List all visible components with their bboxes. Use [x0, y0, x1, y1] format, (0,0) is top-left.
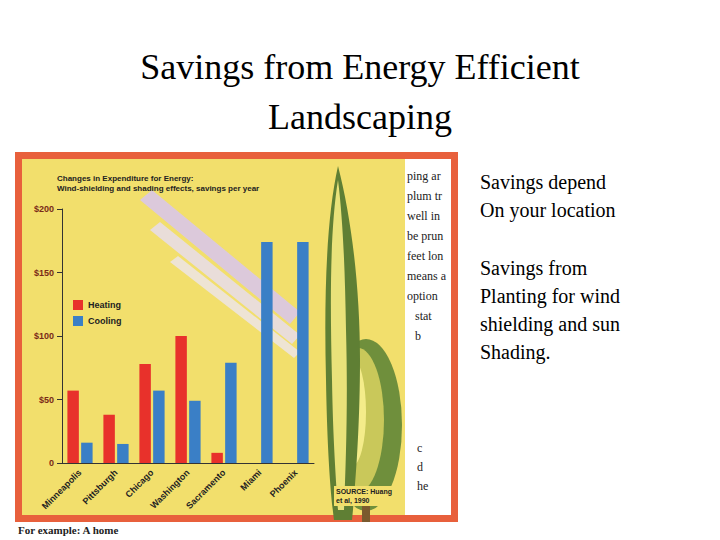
html-text:Planting for wind: Planting for wind	[480, 285, 620, 307]
html-text:he: he	[417, 479, 429, 493]
svg-text:Miami: Miami	[238, 467, 263, 492]
svg-text:Sacramento: Sacramento	[184, 467, 228, 511]
svg-text:Heating: Heating	[88, 300, 121, 310]
html-text:b: b	[415, 329, 421, 343]
svg-text:$200: $200	[34, 204, 54, 214]
html-text:shielding and sun: shielding and sun	[480, 313, 620, 335]
svg-text:Washington: Washington	[148, 467, 192, 511]
svg-text:Minneapolis: Minneapolis	[40, 467, 84, 511]
html-text:be prun: be prun	[407, 229, 444, 243]
html-text:c: c	[417, 441, 423, 455]
svg-text:Wind-shielding and shading eff: Wind-shielding and shading effects, savi…	[57, 184, 259, 193]
svg-text:Chicago: Chicago	[123, 467, 155, 499]
html-text:stat: stat	[415, 309, 432, 323]
svg-text:Pittsburgh: Pittsburgh	[81, 467, 120, 506]
html-text:On your location: On your location	[480, 199, 616, 221]
svg-text:0: 0	[49, 458, 54, 468]
html-text:Savings from Energy Efficient: Savings from Energy Efficient Landscapin…	[140, 47, 580, 137]
html-text:well in: well in	[407, 209, 440, 223]
svg-text:$100: $100	[34, 331, 54, 341]
html-text:For example: A home: For example: A home	[18, 524, 119, 536]
svg-text:Changes in Expenditure for Ene: Changes in Expenditure for Energy:	[57, 174, 193, 183]
html-text:Savings from: Savings from	[480, 257, 588, 279]
html-text:plum tr: plum tr	[407, 189, 442, 203]
html-text:ping ar: ping ar	[407, 169, 441, 183]
svg-text:$50: $50	[39, 395, 54, 405]
html-text:SOURCE: Huang et al, 1990: SOURCE: Huang et al, 1990	[336, 488, 392, 504]
svg-text:$150: $150	[34, 268, 54, 278]
html-text:option: option	[407, 289, 438, 303]
html-text:Savings depend: Savings depend	[480, 171, 607, 193]
html-text:Shading.: Shading.	[480, 341, 551, 363]
html-text:means a: means a	[407, 269, 446, 283]
html-text:d: d	[417, 460, 423, 474]
svg-text:Phoenix: Phoenix	[268, 467, 300, 499]
html-text:feet lon: feet lon	[407, 249, 444, 263]
svg-text:Cooling: Cooling	[88, 316, 122, 326]
